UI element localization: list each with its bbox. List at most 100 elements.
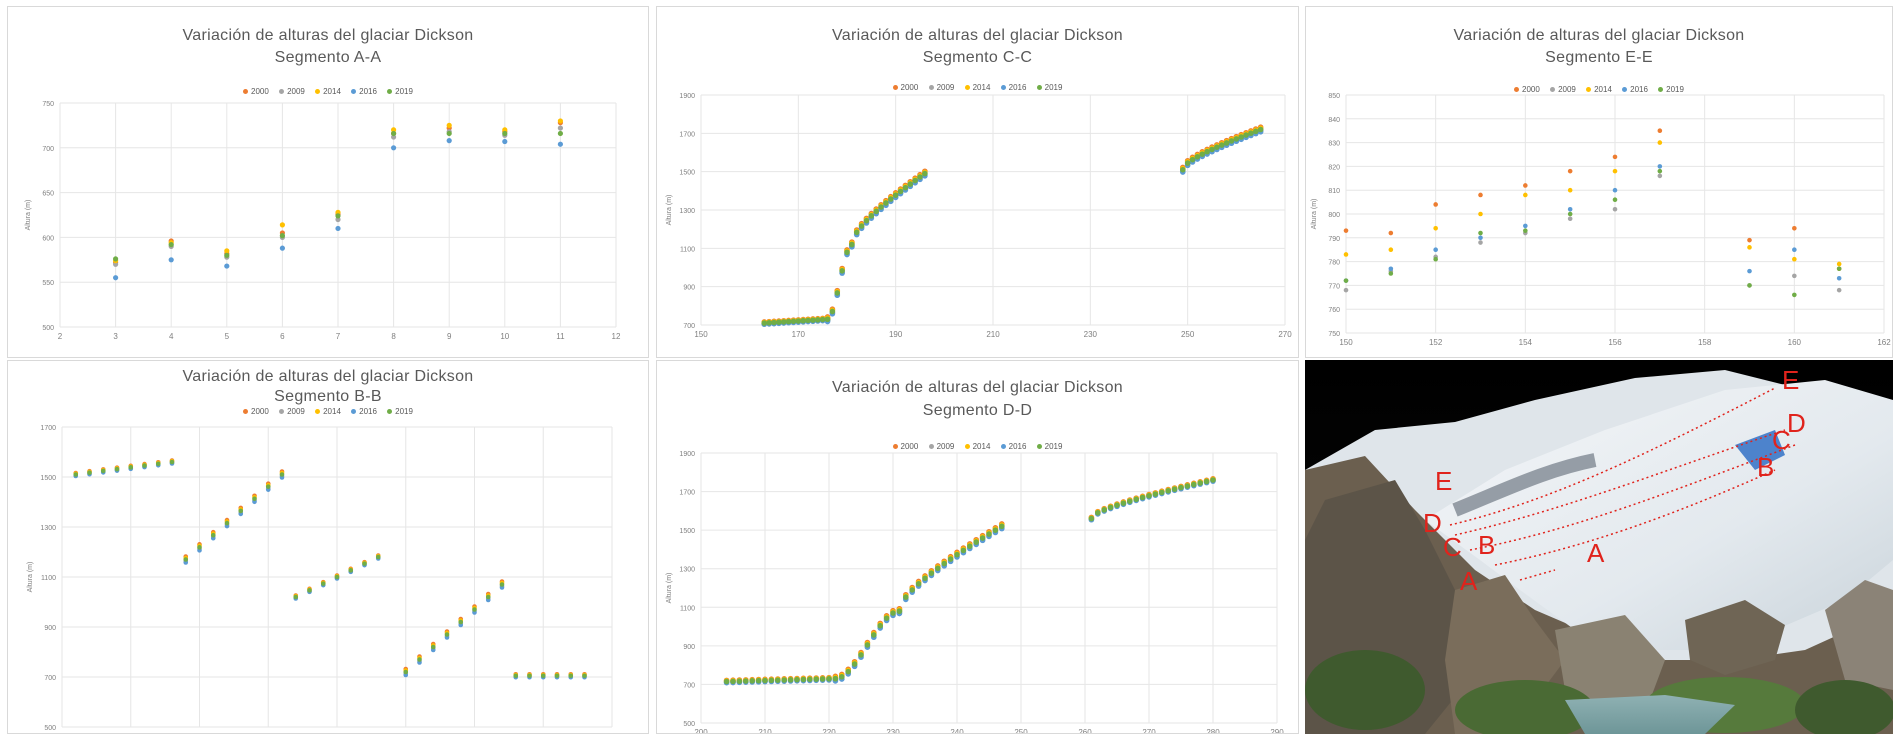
data-point-2019	[1567, 211, 1573, 217]
data-point-2019	[1223, 140, 1230, 146]
chart-title: Variación de alturas del glaciar Dickson	[182, 368, 474, 385]
y-axis-label: Altura (m)	[25, 200, 32, 231]
data-point-2019	[168, 241, 174, 248]
y-tick-label: 1100	[680, 246, 695, 253]
data-point-2019	[1127, 498, 1133, 504]
data-point-2019	[1120, 500, 1127, 506]
chart-title: Variación de alturas del glaciar Dickson	[832, 27, 1123, 44]
y-tick-label: 500	[42, 325, 54, 332]
data-point-2019	[293, 594, 299, 600]
data-point-2000	[1388, 230, 1394, 236]
data-point-2019	[922, 575, 928, 582]
data-point-2016	[391, 145, 397, 151]
data-point-2019	[1209, 146, 1215, 153]
data-point-2019	[1248, 130, 1254, 136]
data-point-2019	[954, 551, 960, 558]
data-point-2019	[897, 188, 904, 195]
x-tick-label: 5	[225, 332, 230, 341]
data-point-2019	[761, 320, 768, 326]
legend-entry-2016: 2016	[351, 87, 377, 97]
data-point-2019	[362, 561, 367, 566]
data-point-2009	[1612, 206, 1618, 212]
legend-entry-2019: 2019	[1658, 85, 1684, 95]
legend-entry-2016: 2016	[1000, 442, 1026, 452]
series-2000	[1343, 128, 1842, 272]
data-point-2019	[197, 545, 202, 550]
legend-entry-2009: 2009	[279, 407, 305, 417]
legend-entry-2009: 2009	[928, 442, 954, 452]
y-tick-label: 1300	[679, 208, 695, 215]
chart-subtitle: Segmento D-D	[922, 402, 1033, 419]
chart-title: Variación de alturas del glaciar Dickson	[182, 27, 474, 44]
photo-label-c-top: C	[1772, 425, 1791, 455]
chart-legend: 2000 2009 2014 2016 2019	[657, 442, 1298, 452]
y-tick-label: 500	[44, 725, 56, 732]
data-point-2019	[582, 673, 587, 679]
y-tick-label: 700	[42, 146, 54, 153]
data-point-2019	[279, 233, 285, 239]
chart-legend: 2000 2009 2014 2016 2019	[657, 83, 1298, 93]
x-tick-label: 158	[1698, 338, 1712, 347]
data-point-2019	[557, 130, 564, 137]
data-point-2009	[1836, 287, 1842, 293]
data-point-2019	[832, 675, 839, 682]
x-tick-label: 152	[1429, 338, 1443, 347]
data-point-2014	[1792, 256, 1797, 262]
data-point-2019	[979, 535, 986, 541]
x-tick-label: 285	[124, 732, 138, 734]
data-point-2014	[1433, 225, 1438, 231]
data-point-2019	[819, 676, 826, 682]
data-point-2014	[335, 209, 341, 215]
data-point-2019	[892, 192, 899, 198]
data-point-2000	[1792, 225, 1797, 231]
legend-entry-2000: 2000	[1514, 85, 1540, 95]
x-tick-label: 270	[1278, 330, 1292, 339]
data-point-2016	[1388, 266, 1394, 272]
legend-entry-2009: 2009	[1550, 85, 1576, 95]
data-point-2019	[335, 213, 341, 219]
data-point-2019	[871, 632, 877, 638]
y-tick-label: 1900	[679, 451, 695, 458]
gridlines	[1345, 94, 1885, 334]
data-point-2014	[1343, 252, 1349, 257]
data-point-2019	[815, 317, 821, 323]
data-point-2019	[858, 223, 865, 229]
data-point-2014	[279, 222, 285, 228]
data-point-2019	[348, 568, 354, 573]
data-point-2016	[557, 141, 564, 147]
data-point-2019	[845, 668, 851, 675]
y-tick-label: 1500	[40, 475, 56, 482]
x-tick-label: 156	[1608, 338, 1622, 347]
x-tick-label: 2	[58, 332, 63, 341]
data-point-2016	[113, 275, 119, 281]
data-point-2014	[1836, 261, 1842, 267]
gridlines	[700, 452, 1278, 724]
data-point-2009	[557, 125, 564, 131]
data-point-2019	[805, 317, 811, 324]
data-point-2016	[446, 138, 452, 144]
legend-entry-2009: 2009	[928, 83, 954, 93]
y-tick-label: 750	[42, 101, 54, 108]
data-point-2019	[1792, 292, 1797, 298]
series-2009	[1343, 173, 1842, 293]
x-tick-label: 190	[889, 330, 903, 339]
data-point-2019	[100, 468, 106, 474]
chart-plot-area: 150 170 190 210 230 250 270 700 900 1100 1300 1500 1…	[666, 93, 1292, 339]
y-tick-label: 830	[1328, 141, 1340, 148]
series-2014	[113, 118, 564, 264]
x-tick-label: 200	[694, 728, 708, 734]
x-tick-label: 250	[1181, 330, 1195, 339]
chart-panel-segment-c-c: Variación de alturas del glaciar Dickson…	[656, 6, 1299, 358]
x-tick-label: 270	[1142, 728, 1156, 734]
data-point-2019	[224, 520, 230, 526]
data-point-2019	[903, 594, 909, 600]
data-point-2019	[768, 677, 775, 684]
legend-entry-2016: 2016	[1622, 85, 1648, 95]
x-tick-label: 300	[330, 732, 344, 734]
data-point-2019	[888, 196, 894, 202]
data-point-2019	[265, 484, 271, 489]
data-point-2019	[1478, 230, 1483, 236]
y-tick-label: 850	[1328, 93, 1340, 100]
x-tick-label: 220	[822, 728, 836, 734]
legend-entry-2014: 2014	[964, 442, 990, 452]
